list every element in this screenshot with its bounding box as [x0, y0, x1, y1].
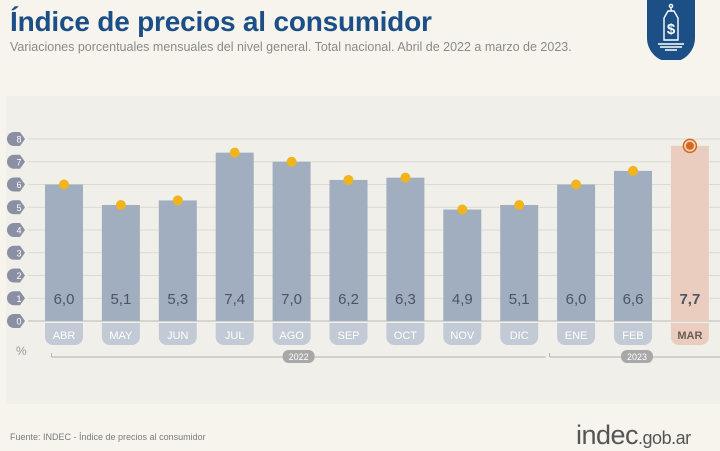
- bar-jul: [215, 152, 254, 321]
- month-pill: [614, 323, 652, 345]
- value-label: 6,0: [566, 291, 587, 308]
- month-label: DIC: [510, 330, 529, 342]
- data-point: [343, 174, 354, 185]
- month-label: NOV: [450, 330, 475, 342]
- y-tick-label: 2: [16, 271, 21, 281]
- y-tick-bubble: [7, 223, 25, 237]
- y-tick-label: 8: [16, 135, 21, 145]
- y-tick-bubble: [7, 245, 26, 260]
- y-tick-bubble: [7, 200, 26, 215]
- value-label: 5,1: [110, 291, 131, 308]
- bar-dic: [500, 204, 539, 321]
- bar-nov: [443, 209, 482, 321]
- data-point: [571, 179, 582, 190]
- month-pill: [215, 323, 254, 345]
- value-label: 7,4: [224, 291, 245, 308]
- chart-panel: 0 1 2 3 4 5 6 7 8 6,0 ABR 5,1 MAY 5,3 JUN 7,4 JUL 7,0 AGO 6…: [6, 96, 720, 404]
- month-pill: [386, 323, 425, 345]
- value-label: 6,2: [338, 291, 359, 308]
- y-tick-label: 5: [16, 203, 21, 213]
- month-label: ENE: [565, 330, 588, 342]
- data-point: [172, 195, 183, 206]
- year-label: 2023: [627, 352, 647, 362]
- month-pill: [272, 323, 311, 345]
- y-tick-label: 6: [16, 180, 21, 190]
- value-label: 7,0: [281, 291, 302, 308]
- data-point: [628, 165, 638, 176]
- data-point: [457, 204, 468, 215]
- bar-abr: [45, 184, 83, 321]
- month-label: OCT: [394, 330, 418, 342]
- value-label: 5,1: [509, 291, 530, 308]
- data-point: [514, 199, 525, 210]
- logo-main: indec: [576, 420, 639, 450]
- y-unit-label: %: [16, 344, 27, 358]
- month-pill: [670, 323, 709, 345]
- y-tick-bubble: [7, 154, 26, 169]
- month-label: FEB: [622, 330, 643, 342]
- value-label: 6,0: [54, 291, 75, 308]
- y-tick-bubble: [7, 268, 26, 283]
- month-label: MAR: [677, 330, 702, 342]
- y-tick-label: 0: [16, 317, 21, 327]
- y-tick-label: 3: [16, 248, 21, 258]
- bar-feb: [614, 170, 652, 321]
- bar-may: [101, 204, 140, 321]
- y-tick-label: 4: [16, 226, 21, 236]
- data-point: [229, 147, 240, 158]
- data-point: [400, 172, 411, 183]
- price-tag-dollar-icon: $: [647, 0, 695, 60]
- year-label: 2022: [289, 352, 309, 362]
- data-point: [115, 199, 126, 210]
- logo-domain: .gob.ar: [638, 428, 691, 448]
- bar-jun: [158, 200, 197, 321]
- data-point: [59, 179, 69, 190]
- month-label: JUN: [167, 330, 188, 342]
- month-pill: [158, 323, 197, 345]
- value-label: 6,6: [623, 291, 644, 308]
- bar-mar: [670, 145, 709, 321]
- svg-text:$: $: [667, 21, 676, 38]
- bar-ene: [557, 184, 596, 321]
- value-label: 5,3: [167, 291, 188, 308]
- bar-ago: [272, 161, 311, 321]
- bar-chart: 0 1 2 3 4 5 6 7 8 6,0 ABR 5,1 MAY 5,3 JUN 7,4 JUL 7,0 AGO 6…: [7, 132, 720, 363]
- month-label: ABR: [53, 330, 76, 342]
- y-tick-label: 7: [16, 157, 21, 167]
- y-tick-bubble: [7, 132, 25, 146]
- value-label: 6,3: [395, 291, 416, 308]
- y-tick-label: 1: [16, 294, 21, 304]
- indec-logo: indec.gob.ar: [576, 420, 691, 451]
- value-label: 4,9: [452, 291, 473, 308]
- month-pill: [500, 323, 539, 345]
- month-pill: [443, 323, 482, 345]
- month-pill: [329, 323, 368, 345]
- bar-sep: [329, 179, 368, 321]
- month-label: JUL: [225, 330, 245, 342]
- y-tick-bubble: [7, 291, 26, 306]
- year-pill: [621, 350, 653, 363]
- month-label: AGO: [279, 330, 304, 342]
- data-point: [685, 141, 694, 150]
- data-point: [286, 156, 297, 167]
- page-subtitle: Variaciones porcentuales mensuales del n…: [10, 40, 572, 54]
- y-tick-bubble: [7, 314, 25, 328]
- y-tick-bubble: [7, 177, 26, 192]
- month-pill: [45, 323, 83, 345]
- source-note: Fuente: INDEC - Índice de precios al con…: [10, 432, 206, 442]
- page-title: Índice de precios al consumidor: [10, 6, 432, 37]
- month-label: MAY: [109, 330, 133, 342]
- bar-oct: [386, 177, 425, 321]
- month-pill: [557, 323, 596, 345]
- month-label: SEP: [337, 330, 359, 342]
- month-pill: [101, 323, 140, 345]
- value-label: 7,7: [679, 291, 700, 308]
- year-pill: [282, 350, 315, 363]
